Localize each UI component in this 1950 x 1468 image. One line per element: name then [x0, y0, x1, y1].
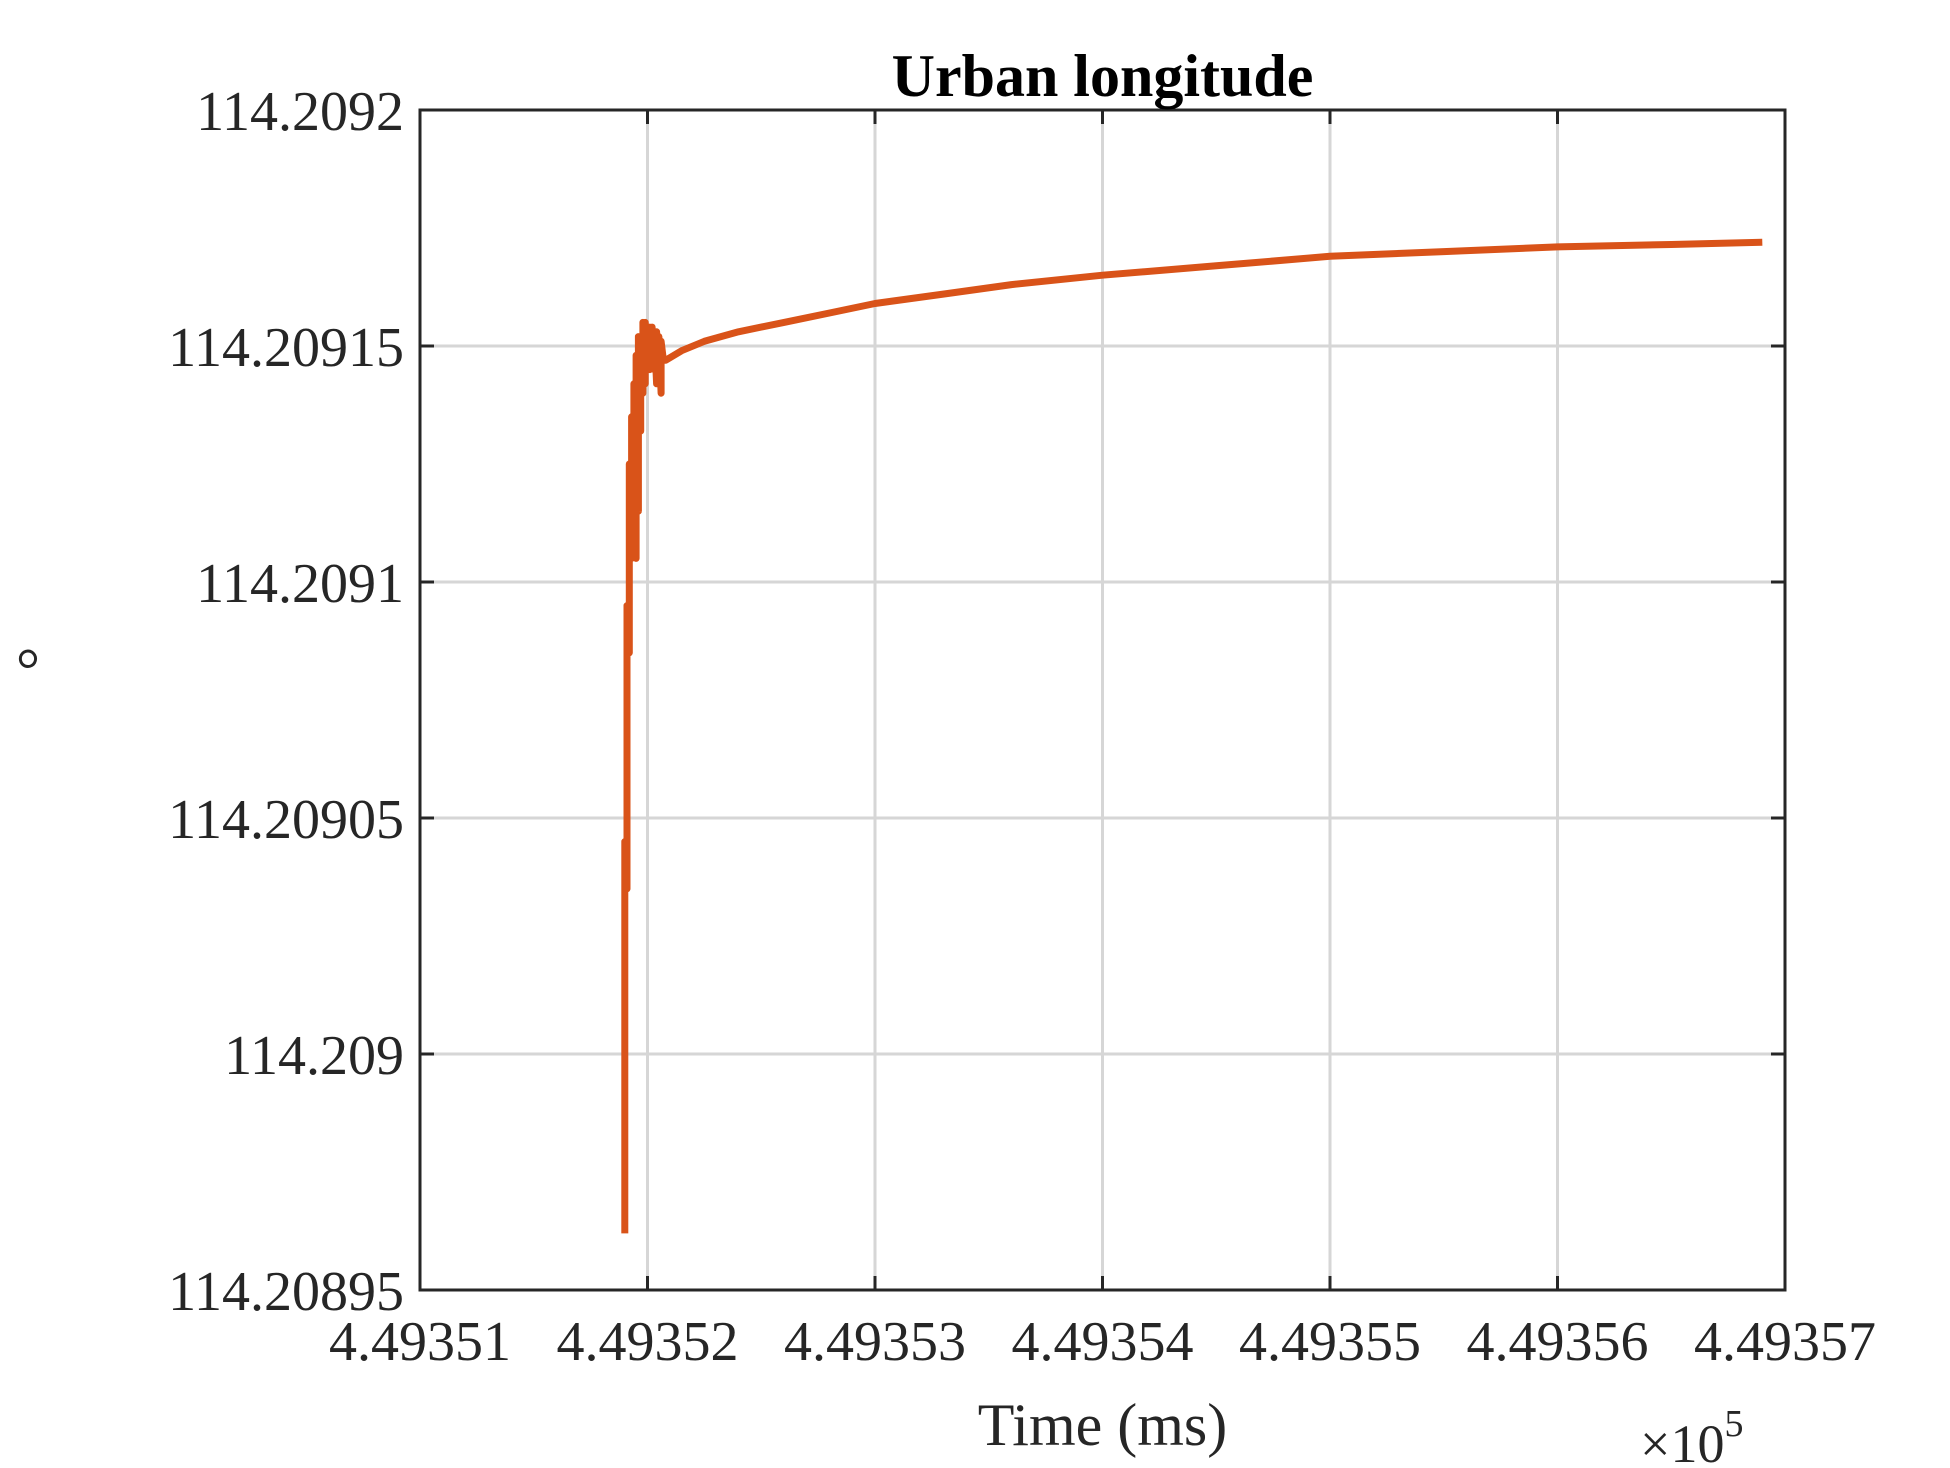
x-tick-labels: 4.49351 4.49352 4.49353 4.49354 4.49355 4.493…	[329, 1311, 1876, 1373]
x-tick-label: 4.49356	[1467, 1311, 1649, 1373]
x-tick-label: 4.49354	[1012, 1311, 1194, 1373]
y-tick-label: 114.2092	[196, 81, 404, 143]
x-axis-multiplier: ×10	[1640, 1414, 1724, 1463]
x-tick-label: 4.49353	[784, 1311, 966, 1373]
y-tick-label: 114.2091	[196, 553, 404, 615]
x-axis-exponent: ×105	[1640, 1403, 1743, 1463]
y-tick-label: 114.209	[224, 1025, 404, 1087]
x-tick-label: 4.49357	[1694, 1311, 1876, 1373]
x-tick-label: 4.49355	[1239, 1311, 1421, 1373]
series-line	[621, 238, 1763, 1234]
x-tick-label: 4.49352	[557, 1311, 739, 1373]
y-tick-labels: 114.20895 114.209 114.20905 114.2091 114.209…	[168, 81, 404, 1323]
x-tick-label: 4.49351	[329, 1311, 511, 1373]
y-axis-label: °	[16, 637, 40, 703]
y-tick-label: 114.20915	[168, 317, 404, 379]
y-tick-label: 114.20905	[168, 789, 404, 851]
series-layer	[621, 238, 1763, 1234]
y-tick-label: 114.20895	[168, 1261, 404, 1323]
chart-title: Urban longitude	[892, 43, 1314, 109]
x-axis-exponent-power: 5	[1724, 1403, 1743, 1445]
tick-marks	[418, 108, 1787, 1292]
x-axis-label: Time (ms)	[978, 1392, 1228, 1458]
